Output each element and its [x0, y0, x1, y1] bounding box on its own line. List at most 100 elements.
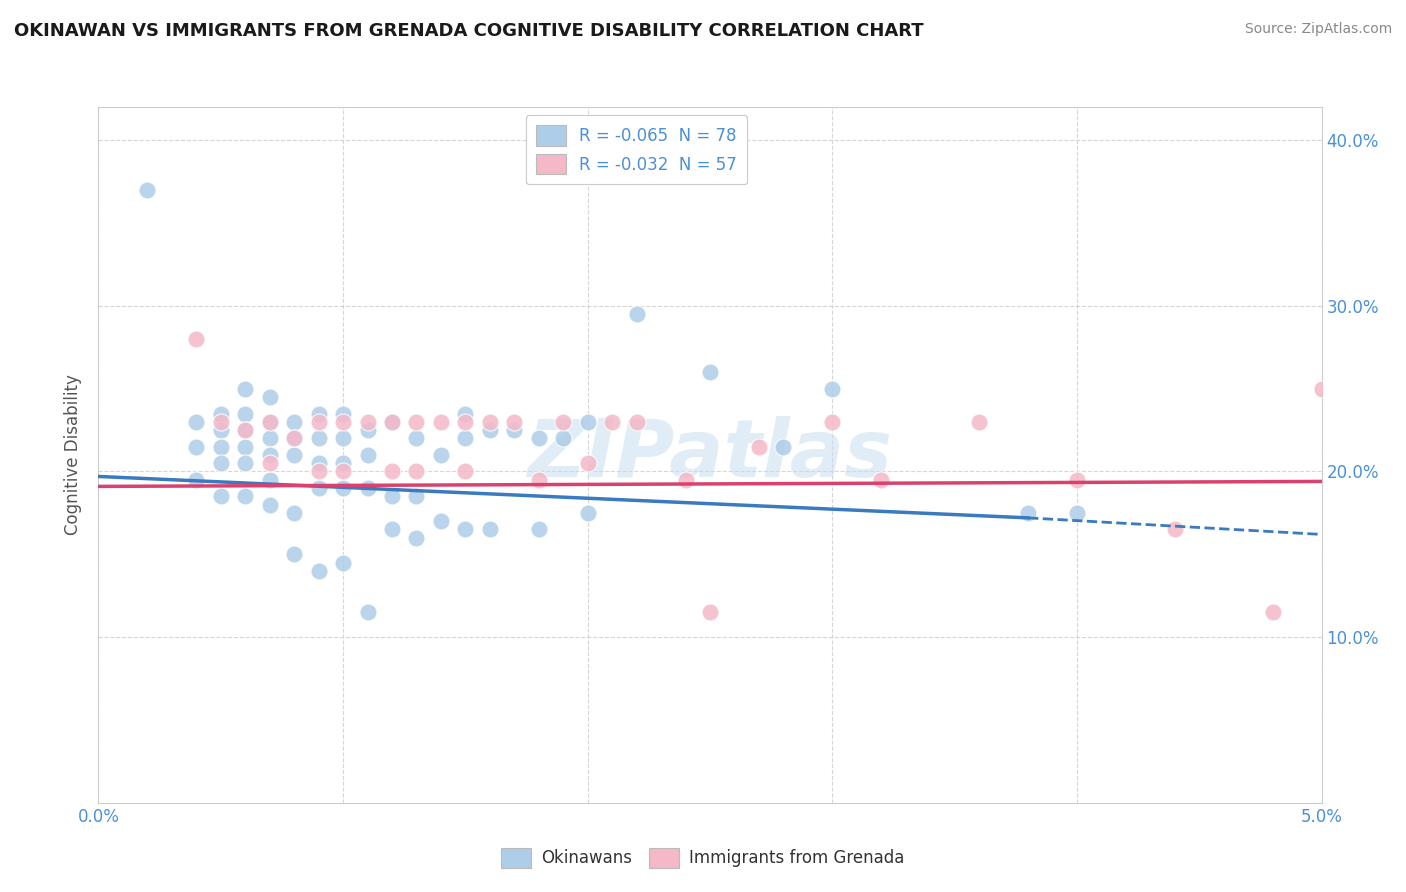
Point [259, 498, 281, 512]
Point [356, 415, 378, 429]
Point [308, 465, 330, 479]
Point [1066, 473, 1088, 487]
Legend: R = -0.065  N = 78, R = -0.032  N = 57: R = -0.065 N = 78, R = -0.032 N = 57 [526, 115, 747, 185]
Point [381, 415, 404, 429]
Point [454, 407, 477, 421]
Point [381, 523, 404, 537]
Text: Source: ZipAtlas.com: Source: ZipAtlas.com [1244, 22, 1392, 37]
Point [405, 531, 427, 545]
Point [308, 564, 330, 578]
Point [136, 183, 159, 197]
Point [308, 456, 330, 470]
Point [527, 473, 550, 487]
Point [233, 423, 256, 437]
Point [356, 605, 378, 619]
Point [332, 407, 354, 421]
Point [430, 415, 453, 429]
Point [356, 481, 378, 495]
Point [576, 506, 599, 520]
Point [576, 456, 599, 470]
Point [553, 415, 575, 429]
Point [259, 415, 281, 429]
Point [259, 415, 281, 429]
Point [405, 415, 427, 429]
Point [259, 390, 281, 404]
Point [381, 465, 404, 479]
Point [356, 423, 378, 437]
Point [186, 440, 208, 454]
Point [430, 448, 453, 462]
Point [332, 456, 354, 470]
Point [405, 489, 427, 503]
Point [430, 514, 453, 528]
Point [233, 440, 256, 454]
Point [405, 431, 427, 445]
Point [821, 415, 844, 429]
Point [478, 423, 501, 437]
Point [576, 415, 599, 429]
Point [233, 456, 256, 470]
Point [233, 382, 256, 396]
Point [699, 365, 721, 379]
Point [527, 523, 550, 537]
Point [233, 407, 256, 421]
Point [332, 415, 354, 429]
Point [308, 481, 330, 495]
Point [308, 431, 330, 445]
Point [454, 431, 477, 445]
Point [626, 307, 648, 321]
Point [259, 473, 281, 487]
Y-axis label: Cognitive Disability: Cognitive Disability [65, 375, 83, 535]
Point [233, 423, 256, 437]
Point [626, 415, 648, 429]
Point [259, 456, 281, 470]
Point [332, 556, 354, 570]
Point [454, 465, 477, 479]
Point [308, 415, 330, 429]
Point [600, 415, 623, 429]
Point [186, 473, 208, 487]
Point [503, 423, 526, 437]
Point [332, 431, 354, 445]
Point [381, 489, 404, 503]
Point [283, 415, 305, 429]
Point [1017, 506, 1039, 520]
Point [553, 431, 575, 445]
Point [967, 415, 990, 429]
Point [308, 407, 330, 421]
Point [209, 440, 232, 454]
Point [454, 415, 477, 429]
Point [209, 489, 232, 503]
Point [772, 440, 794, 454]
Legend: Okinawans, Immigrants from Grenada: Okinawans, Immigrants from Grenada [495, 841, 911, 875]
Point [478, 523, 501, 537]
Point [283, 506, 305, 520]
Point [186, 415, 208, 429]
Point [1261, 605, 1284, 619]
Point [699, 605, 721, 619]
Point [478, 415, 501, 429]
Text: ZIPatlas: ZIPatlas [527, 416, 893, 494]
Point [405, 465, 427, 479]
Point [283, 547, 305, 561]
Point [332, 465, 354, 479]
Point [283, 431, 305, 445]
Point [209, 423, 232, 437]
Text: OKINAWAN VS IMMIGRANTS FROM GRENADA COGNITIVE DISABILITY CORRELATION CHART: OKINAWAN VS IMMIGRANTS FROM GRENADA COGN… [14, 22, 924, 40]
Point [209, 415, 232, 429]
Point [209, 407, 232, 421]
Point [332, 481, 354, 495]
Point [1066, 506, 1088, 520]
Point [675, 473, 697, 487]
Point [1164, 523, 1187, 537]
Point [259, 431, 281, 445]
Point [283, 448, 305, 462]
Point [1310, 382, 1333, 396]
Point [259, 448, 281, 462]
Point [283, 431, 305, 445]
Point [748, 440, 770, 454]
Point [209, 456, 232, 470]
Point [503, 415, 526, 429]
Point [233, 489, 256, 503]
Point [454, 523, 477, 537]
